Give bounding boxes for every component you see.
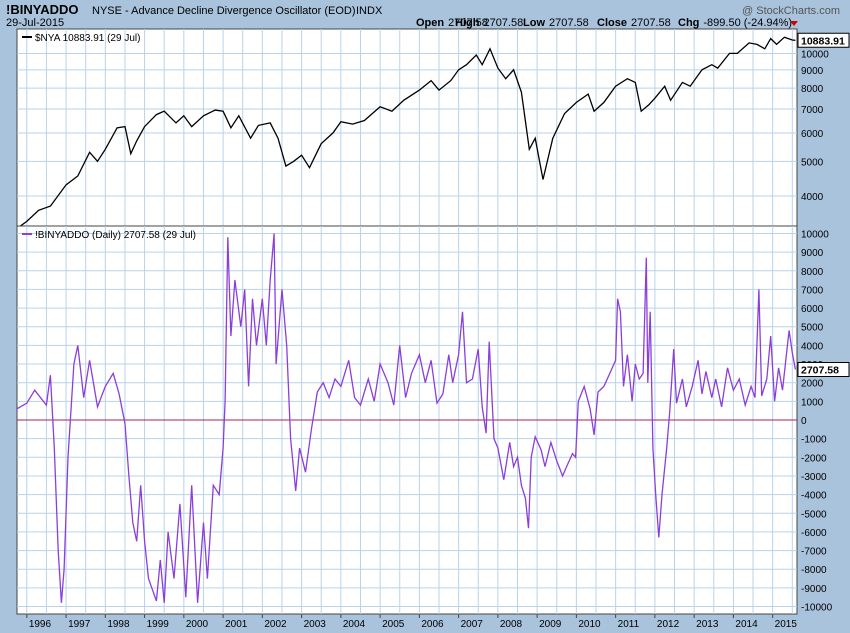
y-tick-label: 8000 xyxy=(801,267,824,278)
nya-panel: 4000 5000 6000 7000 8000 9000 10000 $NYA 10883.… xyxy=(16,28,850,227)
legend-text: $NYA 10883.91 (29 Jul) xyxy=(35,33,140,44)
x-tick-label: 2011 xyxy=(618,619,640,630)
y-tick-label: 4000 xyxy=(801,341,824,352)
y-tick-label: -4000 xyxy=(801,491,827,502)
watermark: @ StockCharts.com xyxy=(742,5,840,17)
y-tick-label: 0 xyxy=(801,416,807,427)
exchange-label: INDX xyxy=(356,5,383,17)
ohlc-label: Open xyxy=(416,17,444,29)
ohlc-label: Chg xyxy=(678,17,699,29)
ohlc-value: 2707.58 xyxy=(631,17,671,29)
x-tick-label: 1999 xyxy=(147,619,170,630)
y-tick-label: 9000 xyxy=(801,248,824,259)
last-value-box xyxy=(797,32,850,48)
y-tick-label: 4000 xyxy=(801,192,824,203)
y-tick-label: -8000 xyxy=(801,565,827,576)
x-tick-label: 2007 xyxy=(461,619,484,630)
ohlc-value: 2707.58 xyxy=(549,17,589,29)
x-tick-label: 2001 xyxy=(225,619,248,630)
x-tick-label: 2002 xyxy=(264,619,287,630)
y-tick-label: -1000 xyxy=(801,435,827,446)
symbol-description: NYSE - Advance Decline Divergence Oscill… xyxy=(92,5,355,17)
last-value-box xyxy=(797,361,850,377)
y-tick-label: 5000 xyxy=(801,323,824,334)
series-line xyxy=(19,36,796,226)
y-tick-label: 6000 xyxy=(801,304,824,315)
x-tick-label: 2006 xyxy=(421,619,444,630)
x-tick-label: 2000 xyxy=(186,619,209,630)
adoscillator-panel: 1000090008000700060005000400030002000100… xyxy=(16,225,850,615)
x-tick-label: 1997 xyxy=(68,619,91,630)
x-axis: 1996 1997 1998 1999 2000 2001 2002 2003 2004 2005… xyxy=(26,614,798,630)
ohlc-label: Close xyxy=(597,17,627,29)
ohlc-label: High xyxy=(455,17,480,29)
x-tick-label: 2008 xyxy=(500,619,523,630)
y-tick-label: 10000 xyxy=(801,49,829,60)
ohlc-value: 2707.58 xyxy=(483,17,523,29)
x-tick-label: 1998 xyxy=(107,619,130,630)
y-tick-label: -9000 xyxy=(801,584,827,595)
y-tick-label: 6000 xyxy=(801,129,824,140)
x-tick-label: 1996 xyxy=(29,619,52,630)
last-value-label: 10883.91 xyxy=(801,35,845,47)
series-line xyxy=(17,233,797,603)
x-tick-label: 2012 xyxy=(657,619,680,630)
legend-text: !BINYADDO (Daily) 2707.58 (29 Jul) xyxy=(35,230,196,241)
y-tick-label: -5000 xyxy=(801,509,827,520)
y-tick-label: -6000 xyxy=(801,528,827,539)
x-tick-label: 2005 xyxy=(382,619,405,630)
x-tick-label: 2004 xyxy=(343,619,366,630)
y-tick-label: 2000 xyxy=(801,379,824,390)
chg-down-arrow-icon xyxy=(790,21,798,26)
x-tick-label: 2013 xyxy=(696,619,719,630)
ohlc-label: Low xyxy=(523,17,545,29)
y-tick-label: -7000 xyxy=(801,547,827,558)
y-tick-label: 8000 xyxy=(801,84,824,95)
ohlc-value: 2707.58 xyxy=(448,17,488,29)
y-tick-label: 9000 xyxy=(801,66,824,77)
x-tick-label: 2015 xyxy=(775,619,798,630)
x-tick-label: 2014 xyxy=(735,619,758,630)
y-tick-label: 1000 xyxy=(801,397,824,408)
y-tick-label: 10000 xyxy=(801,229,829,240)
last-value-label: 2707.58 xyxy=(801,364,839,376)
symbol-title: !BINYADDO xyxy=(6,2,78,17)
y-tick-label: -2000 xyxy=(801,453,827,464)
x-tick-label: 2010 xyxy=(578,619,601,630)
y-tick-label: 7000 xyxy=(801,105,824,116)
chart-header: !BINYADDO NYSE - Advance Decline Diverge… xyxy=(6,2,840,29)
y-tick-label: 5000 xyxy=(801,157,824,168)
ohlc-value: -899.50 (-24.94%) xyxy=(703,17,792,29)
x-tick-label: 2003 xyxy=(304,619,327,630)
plot-area xyxy=(16,28,798,227)
x-tick-label: 2009 xyxy=(539,619,562,630)
y-tick-label: -10000 xyxy=(801,603,833,614)
y-tick-label: -3000 xyxy=(801,472,827,483)
chart-date: 29-Jul-2015 xyxy=(6,17,64,29)
y-tick-label: 7000 xyxy=(801,285,824,296)
